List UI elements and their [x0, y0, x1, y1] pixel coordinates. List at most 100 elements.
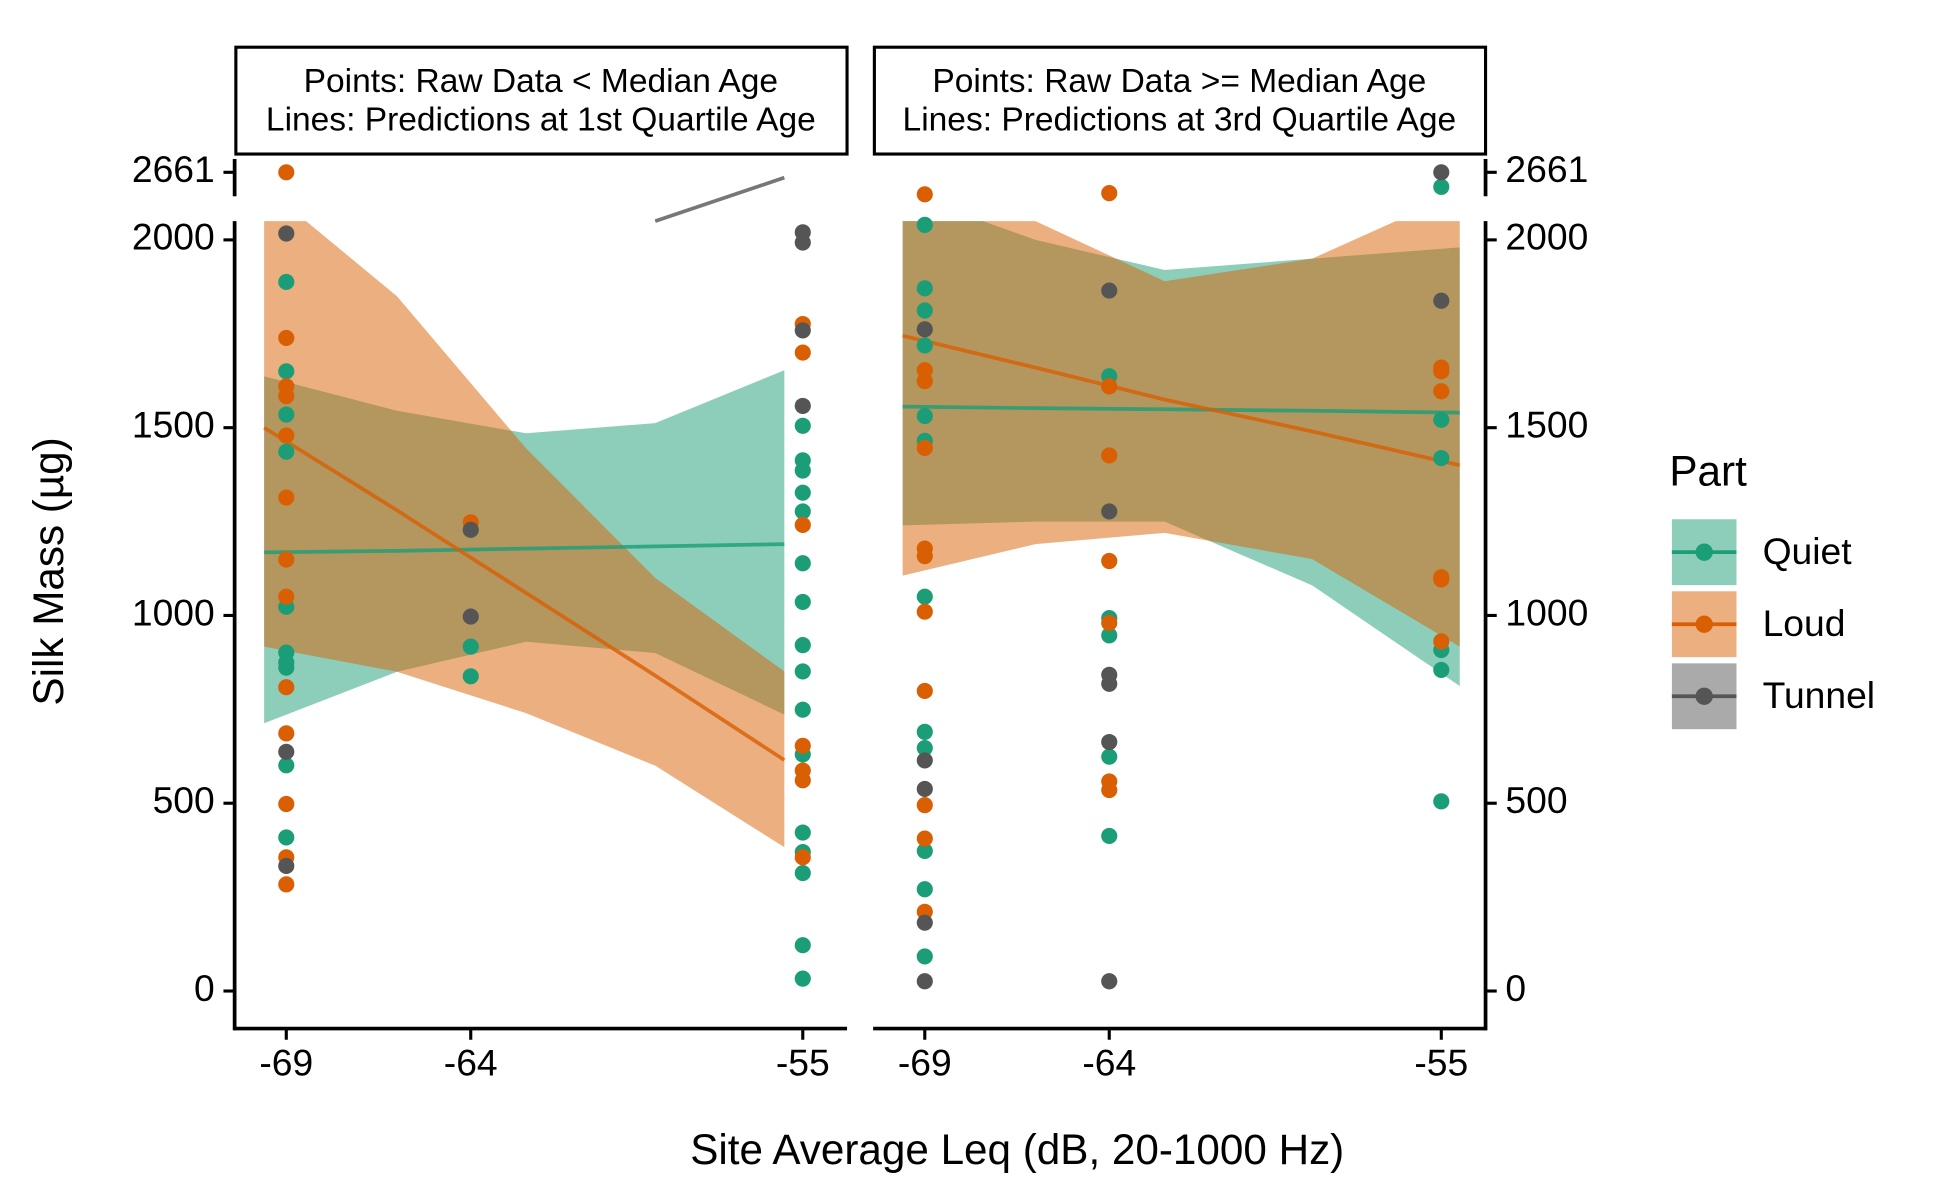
data-point: [1433, 383, 1450, 400]
data-point: [278, 659, 295, 676]
data-point: [1101, 282, 1118, 299]
data-point: [916, 948, 933, 965]
data-point: [1101, 614, 1118, 632]
legend-key-point: [1695, 615, 1713, 633]
data-point: [794, 663, 811, 680]
data-point: [916, 780, 933, 798]
data-point: [794, 849, 811, 866]
data-point: [1433, 292, 1450, 309]
data-point: [916, 752, 933, 769]
data-point: [278, 551, 295, 568]
data-point: [794, 865, 811, 882]
data-point: [1101, 552, 1118, 570]
confidence-band: [264, 221, 785, 848]
x-tick-label: -69: [259, 1042, 313, 1084]
y-tick-label: 1000: [1505, 591, 1588, 633]
data-point: [278, 427, 295, 444]
data-point: [462, 668, 479, 685]
fit-line: [263, 426, 786, 762]
data-point: [1101, 973, 1118, 990]
data-point: [794, 516, 811, 534]
y-tick-label: 500: [153, 779, 215, 821]
data-point: [794, 772, 811, 789]
y-axis-title: Silk Mass (µg): [25, 437, 72, 705]
data-point: [794, 234, 811, 251]
data-point: [278, 329, 295, 346]
data-point: [278, 273, 295, 291]
legend-key-point: [1695, 687, 1713, 705]
y-tick-label: 2000: [1505, 216, 1588, 258]
legend-title: Part: [1669, 448, 1747, 495]
data-point: [916, 373, 933, 390]
data-point: [1101, 447, 1118, 464]
data-point: [1433, 363, 1450, 380]
data-point: [1433, 164, 1450, 181]
data-point: [278, 164, 295, 181]
data-point: [916, 588, 933, 605]
fits: [263, 221, 786, 848]
data-point: [916, 914, 933, 931]
strip-label: Lines: Predictions at 3rd Quartile Age: [903, 102, 1457, 139]
data-point: [916, 830, 933, 847]
data-point: [278, 443, 295, 460]
data-point: [916, 797, 933, 814]
data-point: [794, 417, 811, 434]
data-point: [916, 302, 933, 319]
fit-line: [654, 175, 785, 223]
data-point: [1433, 793, 1450, 810]
data-point: [794, 555, 811, 572]
data-point: [916, 881, 933, 898]
data-point: [794, 397, 811, 414]
data-point: [916, 216, 933, 233]
data-point: [794, 637, 811, 654]
data-point: [1101, 503, 1118, 520]
data-point: [1101, 627, 1118, 644]
data-point: [462, 608, 479, 625]
data-point: [916, 337, 933, 354]
legend-key-point: [1695, 543, 1713, 561]
data-point: [278, 225, 295, 242]
data-point: [916, 842, 933, 860]
data-point: [794, 322, 811, 339]
fit-line: [264, 542, 785, 555]
data-point: [916, 682, 933, 700]
data-point: [916, 439, 933, 457]
legend-label: Tunnel: [1763, 674, 1876, 716]
strip-label: Points: Raw Data < Median Age: [304, 63, 778, 100]
confidence-band: [902, 221, 1460, 647]
data-point: [462, 521, 479, 538]
y-tick-label: 1000: [132, 591, 215, 633]
y-tick-label: 1500: [1505, 404, 1588, 446]
data-point: [278, 679, 295, 696]
strip-box: [872, 45, 1488, 156]
data-point: [1433, 633, 1450, 650]
data-point: [278, 876, 295, 893]
data-point: [1101, 733, 1118, 751]
data-point: [916, 186, 933, 203]
data-point: [278, 829, 295, 846]
data-point: [278, 757, 295, 774]
y-tick-label: 2661: [1505, 148, 1588, 190]
data-point: [794, 593, 811, 611]
fits: [902, 221, 1461, 687]
legend-label: Quiet: [1763, 530, 1853, 572]
data-point: [1433, 450, 1450, 467]
data-point: [1101, 827, 1118, 844]
data-point: [794, 701, 811, 718]
data-point: [278, 388, 295, 405]
data-point: [278, 857, 295, 875]
data-point: [916, 723, 933, 740]
data-point: [278, 725, 295, 742]
data-point: [1101, 782, 1118, 799]
data-point: [794, 484, 811, 501]
y-tick-label: 2661: [132, 148, 215, 190]
data-point: [1101, 748, 1118, 765]
x-tick-label: -64: [1082, 1042, 1136, 1084]
data-point: [794, 503, 811, 520]
data-point: [278, 489, 295, 506]
data-point: [1433, 571, 1450, 588]
data-point: [916, 739, 933, 757]
y-tick-label: 0: [194, 967, 215, 1009]
